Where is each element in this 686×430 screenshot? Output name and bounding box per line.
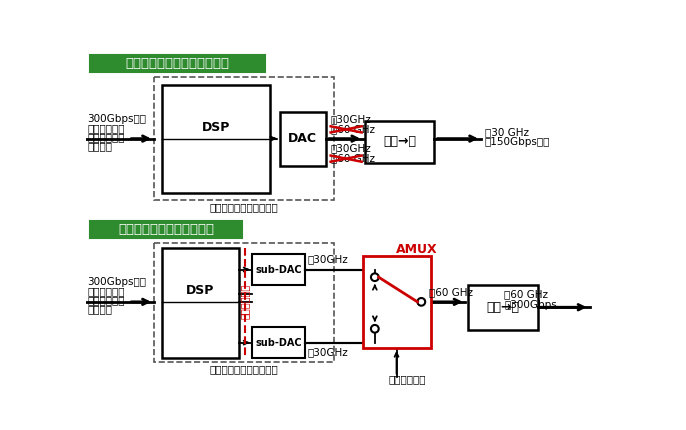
Text: 電気→光: 電気→光 <box>383 135 416 148</box>
Text: 切り換え信号: 切り換え信号 <box>389 374 426 384</box>
Bar <box>468 285 538 329</box>
Text: sub-DAC: sub-DAC <box>255 264 302 274</box>
Text: ～60 GHz: ～60 GHz <box>429 288 473 298</box>
Text: ～30GHz: ～30GHz <box>331 114 371 124</box>
Text: ～60 GHz: ～60 GHz <box>331 124 375 134</box>
Text: ～30GHz: ～30GHz <box>307 255 348 264</box>
Text: デジタル信号処理チップ: デジタル信号処理チップ <box>209 364 279 374</box>
Text: 300Gbpsの信: 300Gbpsの信 <box>87 114 146 123</box>
Text: デジタル信号処理チップ: デジタル信号処理チップ <box>209 202 279 212</box>
Text: DSP: DSP <box>187 284 215 297</box>
Circle shape <box>371 325 379 333</box>
Text: 信号等）: 信号等） <box>87 304 113 315</box>
Bar <box>252 254 305 285</box>
Text: ＝150Gbps程度: ＝150Gbps程度 <box>485 138 550 147</box>
Circle shape <box>418 298 425 306</box>
Circle shape <box>371 273 379 281</box>
Text: ～60 GHz: ～60 GHz <box>504 289 548 299</box>
Text: 号（並列化さ: 号（並列化さ <box>87 286 125 296</box>
Text: ～30GHz: ～30GHz <box>307 348 348 358</box>
Bar <box>252 327 305 358</box>
Text: 帯域制限信号: 帯域制限信号 <box>239 284 250 319</box>
Bar <box>154 243 334 362</box>
Text: 従来技術（帯域ダブラなし）: 従来技術（帯域ダブラなし） <box>126 58 230 71</box>
Text: 号（並列化さ: 号（並列化さ <box>87 123 125 133</box>
Bar <box>154 77 334 200</box>
Bar <box>365 121 434 163</box>
Text: 電気→光: 電気→光 <box>486 301 519 314</box>
Text: れたデジタル: れたデジタル <box>87 295 125 305</box>
Bar <box>162 248 239 358</box>
Bar <box>91 55 265 72</box>
Text: DAC: DAC <box>288 132 317 145</box>
Bar <box>162 85 270 193</box>
Bar <box>363 256 431 348</box>
Text: 信号等）: 信号等） <box>87 141 113 151</box>
Text: 本提案（帯域ダブラあり）: 本提案（帯域ダブラあり） <box>118 223 214 236</box>
Text: ＝300Gbps: ＝300Gbps <box>504 300 557 310</box>
Bar <box>279 112 326 166</box>
Bar <box>91 221 241 238</box>
Text: ～30GHz: ～30GHz <box>331 144 371 154</box>
Text: ～30 GHz: ～30 GHz <box>485 127 529 137</box>
Text: れたデジタル: れたデジタル <box>87 132 125 142</box>
Text: AMUX: AMUX <box>396 243 438 256</box>
Text: ～60 GHz: ～60 GHz <box>331 154 375 164</box>
Text: 300Gbpsの信: 300Gbpsの信 <box>87 277 146 287</box>
Text: DSP: DSP <box>202 120 230 134</box>
Text: sub-DAC: sub-DAC <box>255 338 302 348</box>
